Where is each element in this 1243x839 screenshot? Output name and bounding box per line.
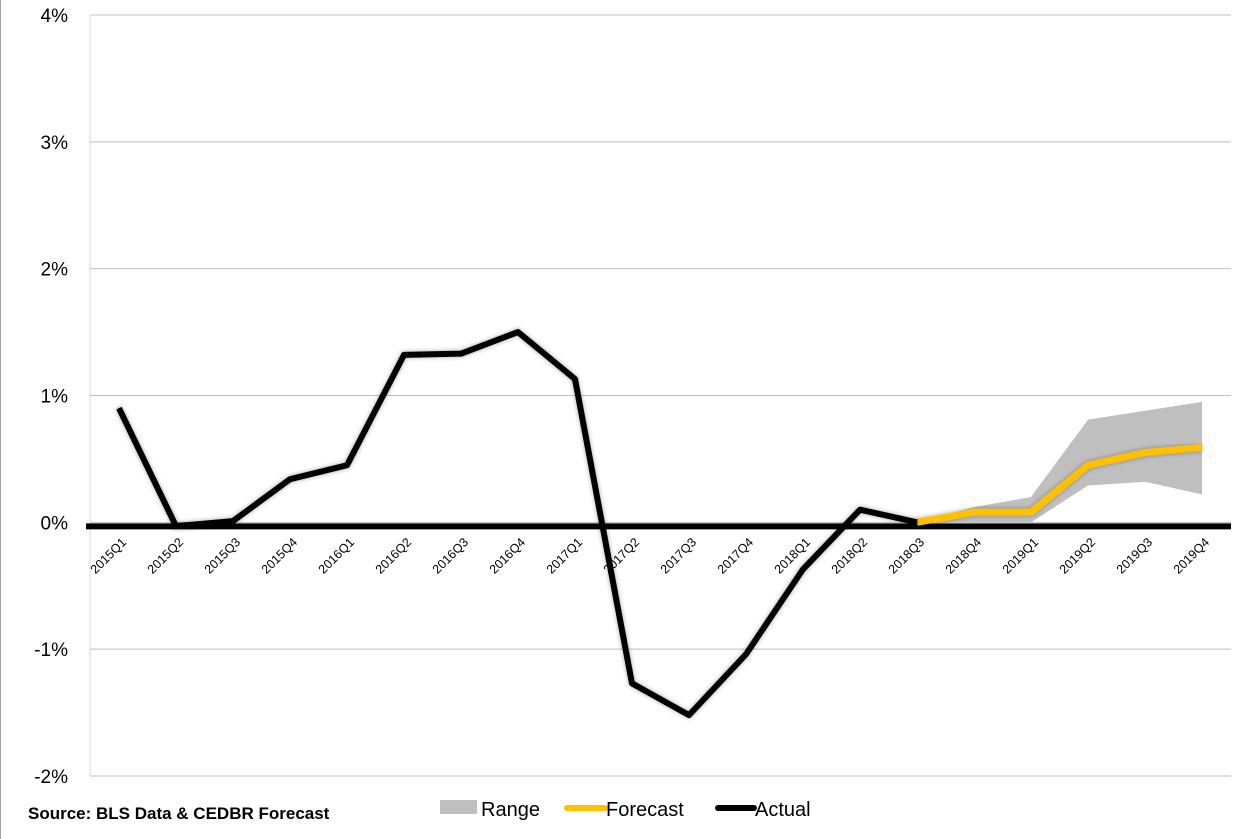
x-tick-label: 2019Q1 <box>1000 535 1041 576</box>
actual-point <box>403 354 405 356</box>
forecast-point <box>1030 511 1032 513</box>
actual-point <box>175 525 177 527</box>
forecast-point <box>1144 452 1146 454</box>
y-tick-label: 4% <box>41 6 69 27</box>
x-tick-label: 2017Q4 <box>715 535 756 576</box>
actual-point <box>688 714 690 716</box>
x-tick-label: 2018Q3 <box>886 535 927 576</box>
x-tick-label: 2015Q4 <box>259 535 300 576</box>
actual-point <box>916 521 918 523</box>
y-tick-label: 0% <box>41 513 69 534</box>
x-tick-label: 2016Q1 <box>316 535 357 576</box>
actual-point <box>289 478 291 480</box>
actual-point <box>745 653 747 655</box>
y-tick-labels: 4% 3% 2% 1% 0% -1% -2% <box>34 6 68 788</box>
forecast-point <box>1201 447 1203 449</box>
actual-point <box>346 464 348 466</box>
legend: Range Forecast Actual <box>440 799 811 821</box>
x-tick-label: 2015Q1 <box>88 535 129 576</box>
source-note: Source: BLS Data & CEDBR Forecast <box>28 804 330 823</box>
x-tick-label: 2016Q2 <box>373 535 414 576</box>
forecast-point <box>1087 464 1089 466</box>
x-tick-label: 2019Q4 <box>1171 535 1212 576</box>
legend-swatch-range <box>440 800 477 814</box>
legend-label-actual: Actual <box>755 799 811 821</box>
x-tick-label: 2015Q3 <box>202 535 243 576</box>
range-band <box>917 401 1202 523</box>
y-tick-label: -1% <box>34 640 68 661</box>
data-points <box>118 331 1203 716</box>
actual-point <box>574 378 576 380</box>
actual-point <box>631 682 633 684</box>
forecast-point <box>973 511 975 513</box>
actual-point <box>460 353 462 355</box>
y-tick-label: 2% <box>41 260 69 281</box>
actual-point <box>517 331 519 333</box>
x-tick-label: 2018Q1 <box>772 535 813 576</box>
actual-point <box>859 509 861 511</box>
x-tick-label: 2019Q3 <box>1114 535 1155 576</box>
y-tick-label: 1% <box>41 387 69 408</box>
y-tick-label: -2% <box>34 767 68 788</box>
forecast-line <box>916 444 1203 526</box>
x-tick-label: 2018Q2 <box>829 535 870 576</box>
x-tick-label: 2018Q4 <box>943 535 984 576</box>
actual-point <box>802 568 804 570</box>
actual-point <box>232 520 234 522</box>
x-tick-label: 2016Q3 <box>430 535 471 576</box>
y-tick-label: 3% <box>41 133 69 154</box>
x-tick-label: 2015Q2 <box>145 535 186 576</box>
x-tick-label: 2017Q1 <box>544 535 585 576</box>
legend-label-forecast: Forecast <box>606 799 684 821</box>
actual-point <box>118 407 120 409</box>
x-tick-labels: 2015Q1 2015Q2 2015Q3 2015Q4 2016Q1 2016Q2 2016… <box>88 535 1212 576</box>
x-tick-label: 2017Q3 <box>658 535 699 576</box>
y-gridlines <box>90 14 1231 777</box>
x-tick-label: 2016Q4 <box>487 535 528 576</box>
legend-label-range: Range <box>481 799 540 821</box>
x-tick-label: 2019Q2 <box>1057 535 1098 576</box>
